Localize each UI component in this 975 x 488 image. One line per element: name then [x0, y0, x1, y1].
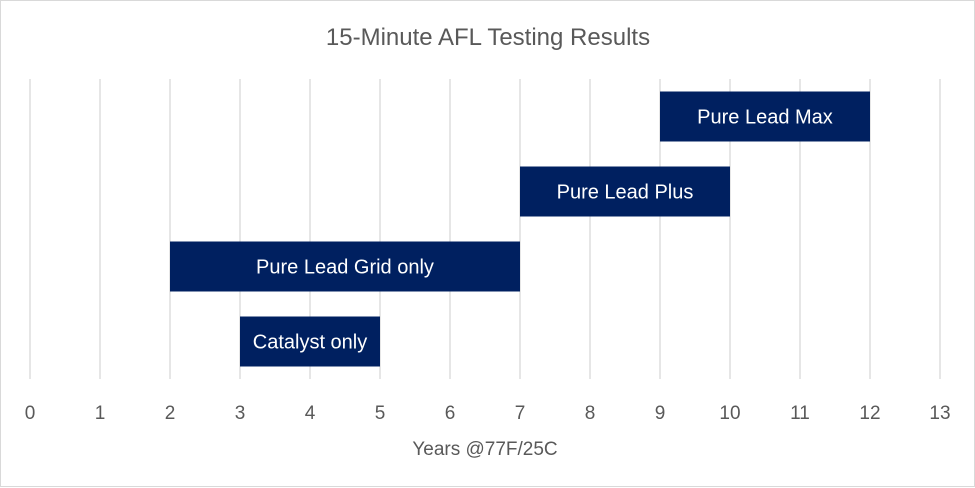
x-tick-label: 11: [790, 403, 810, 424]
x-tick-label: 8: [585, 403, 596, 424]
x-tick-label: 12: [859, 403, 880, 424]
x-tick-label: 0: [25, 403, 36, 424]
x-tick-label: 4: [305, 403, 316, 424]
x-tick-label: 6: [445, 403, 456, 424]
bar-rect: [660, 91, 870, 142]
x-tick-label: 1: [95, 403, 106, 424]
bar-rect: [520, 166, 730, 217]
bar-rect: [240, 316, 380, 367]
bars: Catalyst only Pure Lead Grid only Pure Lea…: [170, 91, 870, 367]
bar-rect: [170, 241, 520, 292]
x-tick-label: 2: [165, 403, 176, 424]
bar-pure-lead-plus: Pure Lead Plus: [520, 166, 730, 217]
bar-pure-lead-max: Pure Lead Max: [660, 91, 870, 142]
chart-title: 15-Minute AFL Testing Results: [326, 24, 650, 51]
bar-label: Pure Lead Plus: [557, 182, 694, 204]
bar-label: Pure Lead Grid only: [256, 257, 434, 279]
x-tick-label: 13: [929, 403, 950, 424]
x-axis-label: Years @77F/25C: [412, 439, 557, 460]
x-tick-label: 3: [235, 403, 246, 424]
x-tick-label: 5: [375, 403, 386, 424]
x-tick-label: 7: [515, 403, 526, 424]
bar-catalyst-only: Catalyst only: [240, 316, 380, 367]
bar-label: Catalyst only: [253, 332, 368, 354]
bar-label: Pure Lead Max: [697, 107, 833, 129]
bar-pure-lead-grid-only: Pure Lead Grid only: [170, 241, 520, 292]
x-tick-label: 9: [655, 403, 666, 424]
x-tick-labels: 0 1 2 3 4 5 6 7 8 9 10 11 12 13: [25, 403, 951, 424]
x-tick-label: 10: [719, 403, 740, 424]
